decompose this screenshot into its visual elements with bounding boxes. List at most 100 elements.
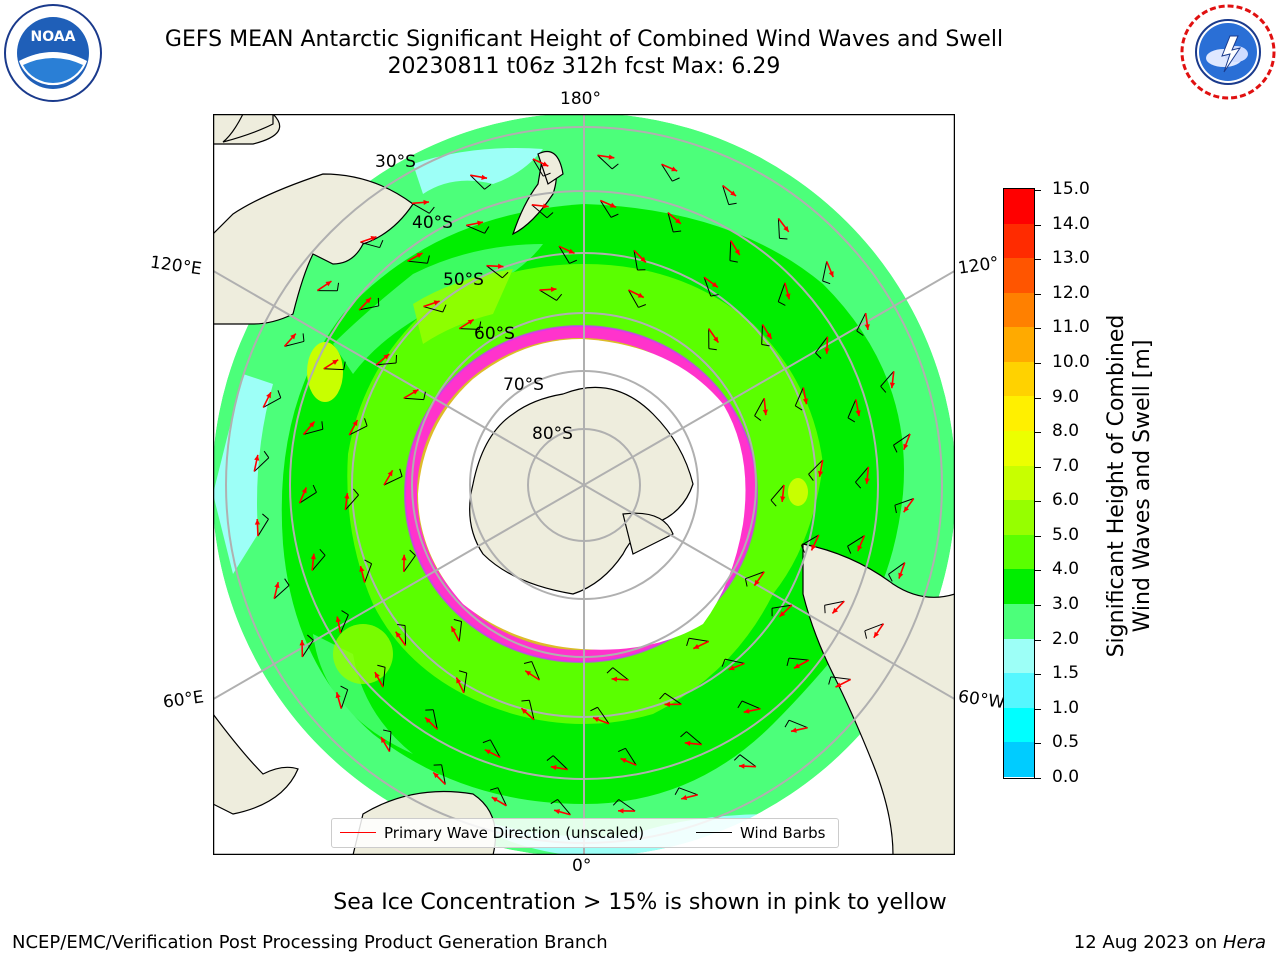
wind-barb-flag [822, 280, 831, 285]
wind-barb-staff [824, 600, 845, 606]
wind-barb-flag [659, 692, 666, 700]
wind-barb-staff [801, 534, 819, 546]
wave-arrow-head [608, 154, 615, 160]
wind-barb-staff [808, 459, 824, 475]
wave-arrow-head [456, 677, 462, 684]
wind-barb-staff [311, 555, 326, 571]
wind-barb-staff [340, 689, 349, 709]
wind-barb-flag [737, 700, 743, 709]
lon-label-60e: 60°E [161, 687, 206, 713]
polar-map [213, 114, 955, 855]
wind-barb-staff [552, 755, 568, 770]
wind-barb-flag [880, 386, 887, 393]
colorbar-tick-label: 0.0 [1052, 767, 1080, 787]
lat-label-30s: 30°S [375, 152, 416, 172]
wave-arrow-head [828, 271, 834, 278]
wind-barb-staff [722, 185, 730, 205]
colorbar-tick-label: 6.0 [1052, 490, 1080, 511]
wind-barb-staff [423, 306, 443, 313]
wind-barb-staff [528, 700, 535, 720]
wind-barb-flag [263, 450, 270, 459]
chart-subtitle: 20230811 t06z 312h fcst Max: 6.29 [387, 54, 781, 79]
wave-arrow-head [491, 797, 498, 803]
colorbar-tick-mark [1035, 605, 1041, 607]
wind-barb-flag [364, 559, 372, 565]
colorbar-tick-mark [1035, 362, 1041, 364]
sea-ice-caption: Sea Ice Concentration > 15% is shown in … [333, 890, 947, 915]
wave-arrow-head [903, 443, 909, 450]
wind-barb-flag [550, 799, 558, 805]
lat-label-80s: 80°S [532, 424, 573, 444]
wind-barb-staff [745, 571, 765, 580]
wind-barb-flag [673, 230, 682, 233]
wind-barb-staff [599, 200, 612, 218]
wind-barb-staff [724, 658, 745, 664]
colorbar-tick-label: 1.5 [1052, 663, 1080, 684]
wave-arrow-head [451, 626, 457, 633]
colorbar [1003, 188, 1035, 779]
colorbar-segment [1004, 742, 1034, 777]
wind-barb-staff [466, 224, 485, 234]
wind-barb-staff [688, 637, 709, 642]
wave-arrow-head [387, 470, 393, 477]
wave-arrow-head [734, 249, 740, 256]
wave-arrow-head [335, 692, 341, 699]
wave-arrow-head [889, 382, 896, 389]
colorbar-tick-label: 7.0 [1052, 455, 1080, 476]
wave-arrow-head [762, 409, 768, 416]
wave-arrow-head [730, 190, 737, 197]
wave-arrow-head [855, 410, 861, 417]
colorbar-tick-mark [1035, 293, 1041, 295]
wave-arrow-head [835, 682, 842, 688]
wind-barb-staff [360, 241, 380, 249]
wave-arrow-head [365, 297, 371, 304]
colorbar-label-line2: Wind Waves and Swell [m] [1130, 339, 1155, 633]
colorbar-tick-mark [1035, 466, 1041, 468]
colorbar-tick-label: 15.0 [1052, 179, 1090, 199]
wind-barb-staff [855, 466, 869, 483]
wave-arrow-head [481, 174, 488, 180]
wind-barb-staff [340, 614, 349, 634]
wind-barb-flag [744, 578, 748, 587]
wind-barb-staff [263, 397, 282, 408]
wave-arrow-head [790, 727, 797, 733]
wind-barb-staff [880, 370, 895, 387]
wind-barb-flag [343, 361, 346, 370]
wind-barb-flag [808, 473, 814, 481]
wind-barb-flag [617, 747, 626, 753]
wind-barb-flag [546, 755, 554, 761]
wind-barb-staff [359, 305, 379, 311]
wind-barb-flag [556, 293, 563, 301]
wave-arrow-head [274, 582, 280, 589]
wind-barb-flag [801, 544, 805, 553]
noaa-logo-text: NOAA [31, 29, 76, 45]
wind-barb-staff [847, 399, 857, 419]
wind-barb-flag [453, 618, 462, 622]
wave-arrow-head [664, 701, 670, 708]
wind-barb-staff [661, 163, 673, 182]
wind-barb-flag [888, 574, 893, 582]
wave-arrow-head [864, 324, 870, 330]
wave-arrow-head [395, 631, 401, 638]
wave-arrow-head [681, 795, 688, 801]
wave-arrow-head [543, 203, 549, 209]
wave-arrow-head [864, 478, 870, 484]
wave-arrow-head [254, 519, 261, 525]
wind-barb-flag [893, 444, 898, 453]
wind-barb-flag [784, 719, 790, 728]
wind-barb-staff [531, 204, 548, 219]
wind-barb-flag [502, 271, 509, 279]
colorbar-segment [1004, 189, 1034, 224]
wind-barb-flag [795, 405, 803, 411]
lat-label-60s: 60°S [474, 324, 515, 344]
lat-label-40s: 40°S [412, 213, 453, 233]
noaa-logo: NOAA [4, 4, 102, 102]
lon-label-top: 180° [560, 89, 601, 109]
wave-arrow-head [550, 765, 557, 771]
lat-label-70s: 70°S [503, 375, 544, 395]
wave-arrow-head [484, 749, 491, 755]
wave-arrow-head [780, 496, 786, 502]
footer-host: Hera [1222, 932, 1266, 953]
wind-barb-flag [612, 799, 620, 806]
colorbar-tick-label: 13.0 [1052, 248, 1090, 269]
